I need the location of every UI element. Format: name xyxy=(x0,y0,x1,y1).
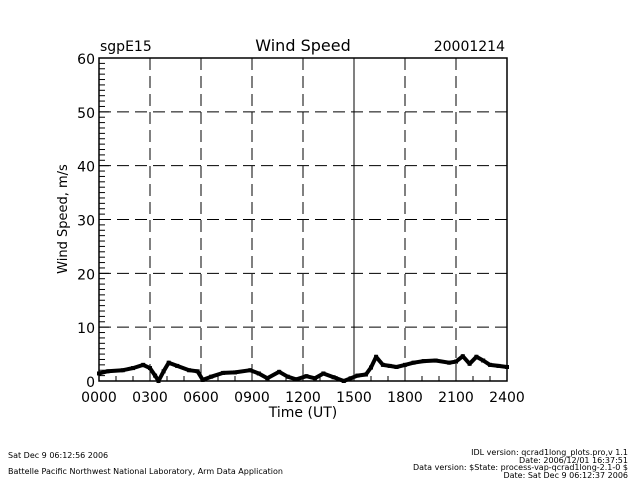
x-tick-label: 1200 xyxy=(285,390,321,406)
data-point xyxy=(403,362,407,367)
data-point xyxy=(187,368,192,373)
data-point xyxy=(380,362,385,367)
data-point xyxy=(277,369,282,374)
y-axis-label: Wind Speed, m/s xyxy=(56,164,71,274)
y-tick-label: 50 xyxy=(77,106,95,122)
data-point xyxy=(421,359,426,364)
data-point xyxy=(148,366,152,371)
data-point xyxy=(312,376,317,381)
data-point xyxy=(221,370,226,375)
data-point xyxy=(304,374,309,379)
data-point xyxy=(105,369,110,374)
data-point xyxy=(141,362,146,367)
x-tick-label: 0300 xyxy=(132,390,168,406)
data-point xyxy=(460,354,465,359)
x-tick-label: 1800 xyxy=(387,390,423,406)
footer-right-line3: Data version: $State: process-vap-qcrad1… xyxy=(413,463,628,472)
x-tick-label: 0000 xyxy=(81,390,117,406)
data-point xyxy=(331,375,336,380)
data-point xyxy=(209,374,214,379)
y-tick-label: 60 xyxy=(77,52,95,68)
data-point xyxy=(195,369,200,374)
y-tick-label: 40 xyxy=(77,160,95,176)
data-point xyxy=(447,360,452,365)
x-tick-label: 2400 xyxy=(489,390,525,406)
date-label: 20001214 xyxy=(434,39,505,55)
data-point xyxy=(467,361,472,366)
data-point xyxy=(161,369,166,374)
data-point xyxy=(363,372,368,377)
data-point xyxy=(233,370,237,375)
data-point xyxy=(411,360,416,365)
data-point xyxy=(294,377,299,382)
data-point xyxy=(248,368,253,373)
data-point xyxy=(387,363,392,368)
data-point xyxy=(496,363,501,368)
grid-lines xyxy=(99,58,507,381)
data-point xyxy=(285,374,290,379)
site-label: sgpE15 xyxy=(100,39,152,55)
data-point xyxy=(481,358,486,363)
data-point xyxy=(374,354,379,359)
footer-right-line4: Date: Sat Dec 9 06:12:37 2006 xyxy=(503,471,628,480)
footer-left-line2: Battelle Pacific Northwest National Labo… xyxy=(8,467,283,476)
data-point xyxy=(454,359,458,364)
data-point xyxy=(265,376,270,381)
x-axis-label: Time (UT) xyxy=(268,405,337,421)
chart-title: Wind Speed xyxy=(255,36,350,55)
data-point xyxy=(433,358,438,363)
data-point xyxy=(153,373,158,378)
x-tick-label: 2100 xyxy=(438,390,474,406)
x-tick-label: 0600 xyxy=(183,390,219,406)
y-tick-label: 0 xyxy=(86,375,95,391)
footer-left-line1: Sat Dec 9 06:12:56 2006 xyxy=(8,451,108,460)
x-tick-label: 0900 xyxy=(234,390,270,406)
data-point xyxy=(355,373,360,378)
footer-right-line2: Date: 2006/12/01 16:37:51 xyxy=(519,456,628,465)
data-point xyxy=(348,376,353,381)
data-point xyxy=(394,365,399,370)
data-point xyxy=(166,360,171,365)
tick-labels: 0000 0300 0600 0900 1200 1500 1800 2100 2400 0 10 2… xyxy=(77,52,525,406)
plot-frame xyxy=(98,57,508,382)
data-point xyxy=(200,377,205,382)
data-point xyxy=(321,371,326,376)
data-point xyxy=(369,365,373,370)
data-point xyxy=(474,354,479,359)
data-point xyxy=(175,363,180,368)
y-tick-label: 30 xyxy=(77,214,95,230)
y-tick-label: 10 xyxy=(77,321,95,337)
x-tick-label: 1500 xyxy=(336,390,372,406)
footer-right-line1: IDL version: qcrad1long_plots.pro,v 1.1 xyxy=(471,448,628,457)
data-point xyxy=(120,368,125,373)
data-point xyxy=(131,366,135,371)
axis-ticks xyxy=(99,62,491,381)
y-tick-label: 20 xyxy=(77,267,95,283)
data-point xyxy=(488,362,492,367)
data-point xyxy=(256,371,261,376)
